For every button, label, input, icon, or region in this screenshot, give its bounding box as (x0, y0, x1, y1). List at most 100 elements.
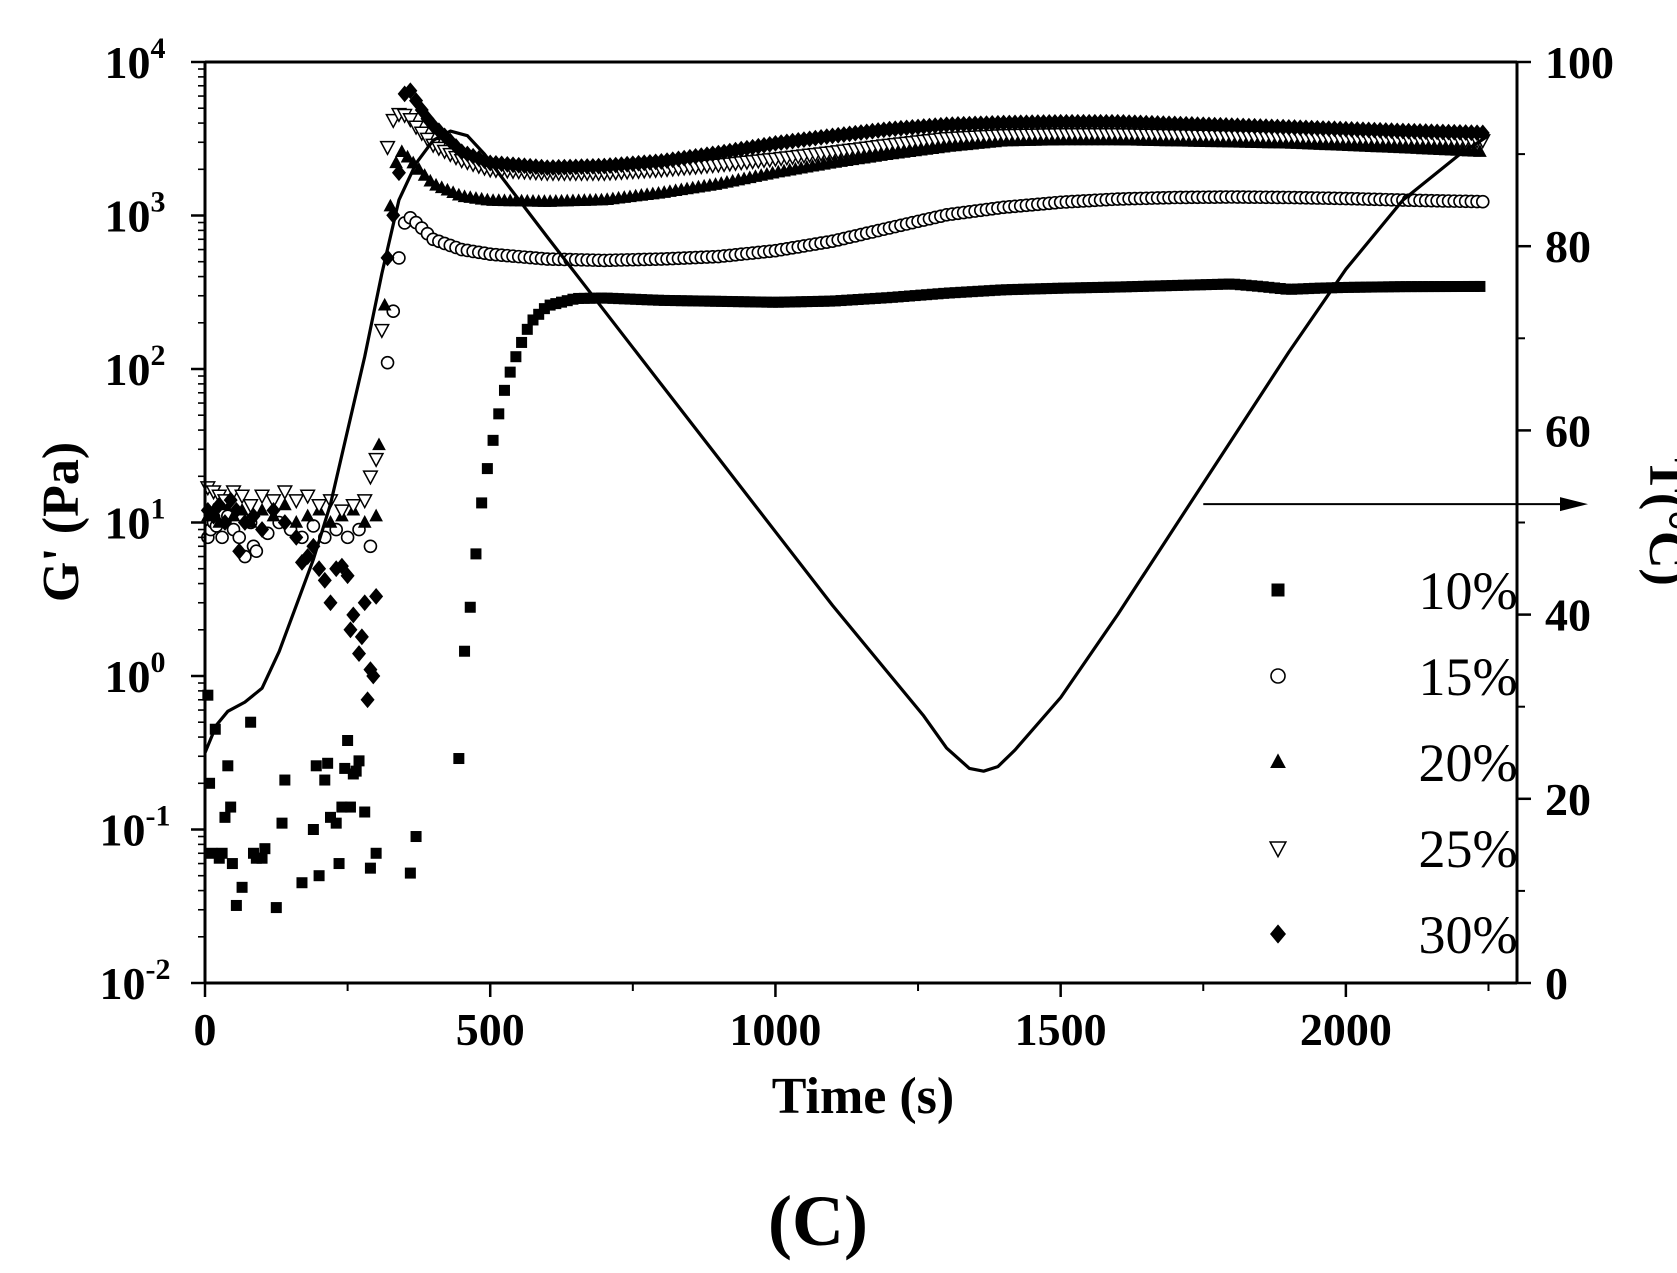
point (339, 762, 351, 774)
point (1434, 281, 1446, 293)
point (504, 366, 516, 378)
point (670, 295, 682, 307)
point (359, 806, 371, 818)
point (556, 296, 568, 308)
point (1023, 283, 1035, 295)
point (767, 296, 779, 308)
point (1463, 280, 1475, 292)
point (1086, 282, 1098, 294)
point (715, 295, 727, 307)
point (698, 295, 710, 307)
point (550, 298, 562, 310)
point (360, 691, 375, 709)
point (391, 164, 406, 182)
point (364, 862, 376, 874)
point (1269, 282, 1281, 294)
y-tick-label: 102 (105, 339, 166, 395)
y-tick-label: 101 (105, 493, 166, 549)
point (366, 667, 381, 685)
point (875, 292, 887, 304)
point (732, 296, 744, 308)
point (417, 168, 432, 181)
point (255, 521, 270, 538)
point (858, 293, 870, 305)
y2-tick-label: 100 (1545, 37, 1614, 88)
point (1092, 281, 1104, 293)
point (1280, 283, 1292, 295)
point (1006, 284, 1018, 296)
point (527, 314, 539, 326)
point (784, 296, 796, 308)
point (1440, 281, 1452, 293)
point (353, 755, 365, 767)
point (370, 847, 382, 859)
point (778, 296, 790, 308)
point (1343, 281, 1355, 293)
point (313, 870, 325, 882)
x-tick-label: 1000 (729, 1004, 821, 1055)
legend-marker (1270, 668, 1286, 684)
x-tick-label: 2000 (1300, 1004, 1392, 1055)
series-15pct (201, 190, 1490, 564)
point (350, 765, 362, 777)
point (1058, 282, 1070, 294)
point (1212, 278, 1224, 290)
point (299, 489, 316, 505)
point (369, 508, 383, 522)
point (225, 801, 237, 813)
point (681, 295, 693, 307)
point (217, 514, 232, 531)
point (357, 594, 372, 612)
point (1200, 279, 1212, 291)
point (892, 291, 904, 303)
point (938, 287, 950, 299)
y2-tick-label: 40 (1545, 590, 1591, 641)
point (345, 499, 362, 515)
point (710, 295, 722, 307)
point (864, 293, 876, 305)
point (1035, 283, 1047, 295)
point (368, 452, 385, 468)
point (1154, 280, 1166, 292)
point (394, 144, 409, 158)
point (216, 847, 228, 859)
point (1075, 282, 1087, 294)
legend-label: 30% (1419, 905, 1518, 965)
point (336, 801, 348, 813)
point (516, 336, 528, 348)
point (772, 296, 784, 308)
point (1137, 280, 1149, 292)
point (1451, 281, 1463, 293)
point (584, 292, 596, 304)
point (323, 594, 338, 612)
point (573, 292, 585, 304)
point (961, 286, 973, 298)
legend-marker (1270, 924, 1286, 944)
point (344, 801, 356, 813)
point (1286, 283, 1298, 295)
y-tick-label: 10-2 (100, 953, 171, 1009)
point (1115, 281, 1127, 293)
point (389, 155, 403, 169)
point (1366, 281, 1378, 293)
point (824, 295, 836, 307)
point (846, 294, 858, 306)
point (362, 470, 379, 486)
point (246, 507, 261, 525)
point (453, 753, 465, 765)
point (641, 294, 653, 306)
point (380, 355, 395, 370)
point (624, 293, 636, 305)
point (1468, 280, 1480, 292)
point (795, 296, 807, 308)
point (881, 292, 893, 304)
series-10pct (202, 278, 1486, 914)
point (1040, 283, 1052, 295)
point (841, 294, 853, 306)
point (471, 150, 486, 167)
point (1360, 281, 1372, 293)
point (330, 817, 342, 829)
point (1183, 279, 1195, 291)
point (1297, 283, 1309, 295)
point (538, 303, 550, 315)
